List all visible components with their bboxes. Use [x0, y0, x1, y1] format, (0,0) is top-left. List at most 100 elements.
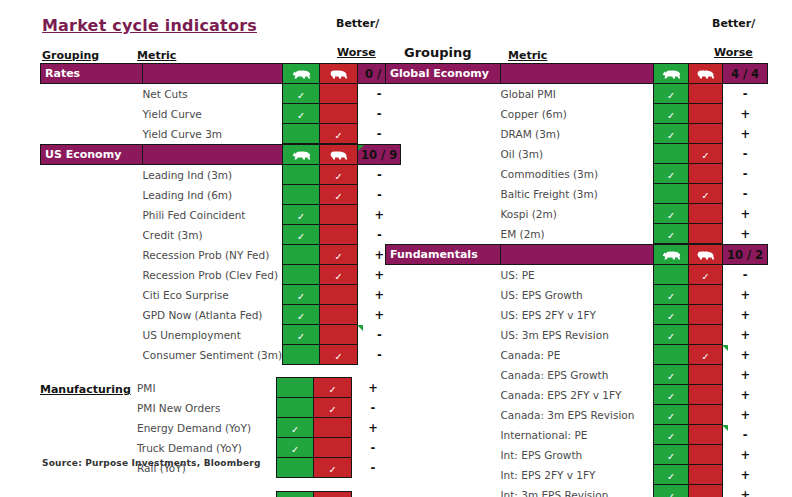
check-icon: ✓ [335, 191, 343, 202]
section-header-row: Fundamentals10 / 2 [386, 245, 768, 265]
bear-cell: ✓ [314, 458, 352, 478]
section-header-row: US Economy10 / 9 [41, 145, 401, 165]
check-icon: ✓ [667, 170, 675, 181]
change-cell: + [723, 405, 768, 425]
grouping-cell [41, 104, 143, 124]
metric-label: International: PE [501, 425, 654, 445]
change-cell: + [723, 204, 768, 224]
metric-row: US Unemployment✓- [41, 325, 401, 345]
grouping-cell [41, 285, 143, 305]
check-icon: ✓ [335, 351, 343, 362]
section-housing: HousingStarts (1yr)✓-Months Supply (6m)✓… [40, 491, 394, 497]
metric-row: Consumer Sentiment (3m)✓- [41, 345, 401, 365]
grouping-cell [386, 365, 501, 385]
bull-cell: ✓ [283, 325, 320, 345]
bear-cell [689, 425, 723, 445]
bull-cell: ✓ [654, 84, 689, 104]
grouping-cell [41, 305, 143, 325]
bull-cell: ✓ [654, 104, 689, 124]
grouping-cell [386, 104, 501, 124]
bull-icon [661, 250, 682, 261]
metric-label: Baltic Freight (3m) [501, 184, 654, 204]
grouping-cell [41, 325, 143, 345]
check-icon: ✓ [329, 384, 337, 395]
bull-cell: ✓ [654, 124, 689, 144]
bear-cell [689, 365, 723, 385]
check-icon: ✓ [667, 391, 675, 402]
section-grouping-label: Manufacturing [40, 383, 131, 396]
check-icon: ✓ [667, 491, 675, 497]
check-icon: ✓ [667, 431, 675, 442]
change-cell: + [723, 325, 768, 345]
metric-row: HousingStarts (1yr)✓- [40, 492, 394, 497]
metric-label: Net Cuts [143, 84, 283, 104]
bear-cell [689, 164, 723, 184]
bull-cell: ✓ [654, 204, 689, 224]
worse-label-right: Worse [714, 46, 753, 59]
grouping-cell [41, 185, 143, 205]
check-icon: ✓ [702, 190, 710, 201]
grouping-cell: Housing [40, 492, 137, 497]
grouping-cell [40, 398, 137, 418]
metric-label: Energy Demand (YoY) [137, 418, 277, 438]
change-cell: - [723, 84, 768, 104]
check-icon: ✓ [297, 231, 305, 242]
grouping-cell [41, 165, 143, 185]
bear-cell [689, 84, 723, 104]
check-icon: ✓ [297, 90, 305, 101]
bull-cell: ✓ [277, 418, 314, 438]
bull-cell [654, 144, 689, 164]
metric-label: Truck Demand (YoY) [137, 438, 277, 458]
bear-cell: ✓ [689, 345, 723, 365]
bear-cell: ✓ [314, 378, 352, 398]
bear-cell [320, 84, 358, 104]
bear-icon [328, 69, 349, 80]
grouping-cell [386, 345, 501, 365]
bear-icon [695, 69, 716, 80]
bull-header-cell [654, 245, 689, 265]
metric-label: Commodities (3m) [501, 164, 654, 184]
bear-cell [314, 418, 352, 438]
check-icon: ✓ [329, 464, 337, 475]
check-icon: ✓ [667, 411, 675, 422]
metric-row: Recession Prob (Clev Fed)✓+ [41, 265, 401, 285]
section-grouping-cell: Fundamentals [386, 245, 501, 265]
grouping-cell [40, 418, 137, 438]
grouping-cell [386, 325, 501, 345]
metric-label: Credit (3m) [143, 225, 283, 245]
grouping-cell [386, 224, 501, 244]
bull-cell: ✓ [654, 285, 689, 305]
bull-cell: ✓ [654, 365, 689, 385]
grouping-cell [386, 124, 501, 144]
metric-label: Phili Fed Coincident [143, 205, 283, 225]
check-icon: ✓ [297, 311, 305, 322]
bear-cell [689, 104, 723, 124]
section-score-cell: 4 / 4 [723, 64, 768, 84]
section-header-spacer [501, 245, 654, 265]
metric-row: Net Cuts✓- [41, 84, 401, 104]
metric-row: ManufacturingPMI✓+ [40, 378, 394, 398]
bull-cell: ✓ [283, 305, 320, 325]
metric-row: Baltic Freight (3m)✓- [386, 184, 768, 204]
bull-cell: ✓ [654, 405, 689, 425]
grouping-cell [386, 265, 501, 285]
better-label-left: Better/ [336, 17, 379, 30]
change-cell: + [723, 385, 768, 405]
bull-header-cell [654, 64, 689, 84]
bear-cell: ✓ [320, 265, 358, 285]
bull-cell: ✓ [283, 205, 320, 225]
check-icon: ✓ [702, 351, 710, 362]
grouping-cell [41, 84, 143, 104]
grouping-cell [386, 84, 501, 104]
change-cell: + [723, 305, 768, 325]
bear-header-cell [320, 64, 358, 84]
metric-label: Canada: PE [501, 345, 654, 365]
metric-row: PMI New Orders✓- [40, 398, 394, 418]
metric-label: Kospi (2m) [501, 204, 654, 224]
grouping-cell [40, 438, 137, 458]
bear-cell [320, 225, 358, 245]
metric-row: Truck Demand (YoY)✓- [40, 438, 394, 458]
metric-row: Int: EPS Growth✓+ [386, 445, 768, 465]
bear-header-cell [689, 245, 723, 265]
metric-row: Global PMI✓- [386, 84, 768, 104]
